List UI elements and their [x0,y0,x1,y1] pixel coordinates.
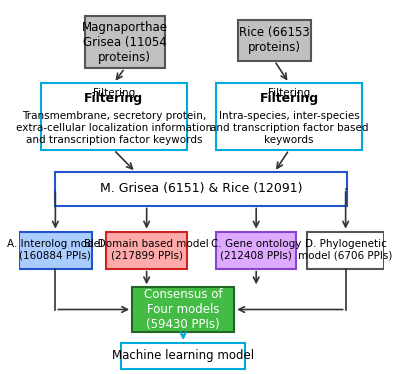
FancyBboxPatch shape [84,16,165,68]
FancyBboxPatch shape [41,83,187,150]
FancyBboxPatch shape [106,232,187,269]
FancyBboxPatch shape [238,20,311,61]
Text: D. Phylogenetic
model (6706 PPIs): D. Phylogenetic model (6706 PPIs) [298,239,393,261]
FancyBboxPatch shape [307,232,384,269]
FancyBboxPatch shape [121,343,245,369]
Text: Rice (66153
proteins): Rice (66153 proteins) [239,27,310,54]
Text: Filtering: Filtering [84,92,143,105]
FancyBboxPatch shape [19,232,92,269]
Text: Filtering

Intra-species, inter-species
and transcription factor based
keywords: Filtering Intra-species, inter-species a… [210,88,368,145]
Text: Magnaporthae
Grisea (11054
proteins): Magnaporthae Grisea (11054 proteins) [82,21,168,64]
FancyBboxPatch shape [216,232,296,269]
FancyBboxPatch shape [132,287,234,332]
FancyBboxPatch shape [216,83,362,150]
FancyBboxPatch shape [55,172,348,206]
Text: M. Grisea (6151) & Rice (12091): M. Grisea (6151) & Rice (12091) [100,183,303,195]
Text: A. Interolog model
(160884 PPIs): A. Interolog model (160884 PPIs) [7,239,103,261]
Text: B. Domain based model
(217899 PPIs): B. Domain based model (217899 PPIs) [84,239,209,261]
Text: Filtering

Transmembrane, secretory protein,
extra-cellular localization informa: Filtering Transmembrane, secretory prote… [16,88,212,145]
Text: C. Gene ontology
(212408 PPIs): C. Gene ontology (212408 PPIs) [211,239,301,261]
Text: Machine learning model: Machine learning model [112,349,254,362]
Text: Consensus of
Four models
(59430 PPIs): Consensus of Four models (59430 PPIs) [144,288,222,331]
Text: Filtering: Filtering [260,92,319,105]
